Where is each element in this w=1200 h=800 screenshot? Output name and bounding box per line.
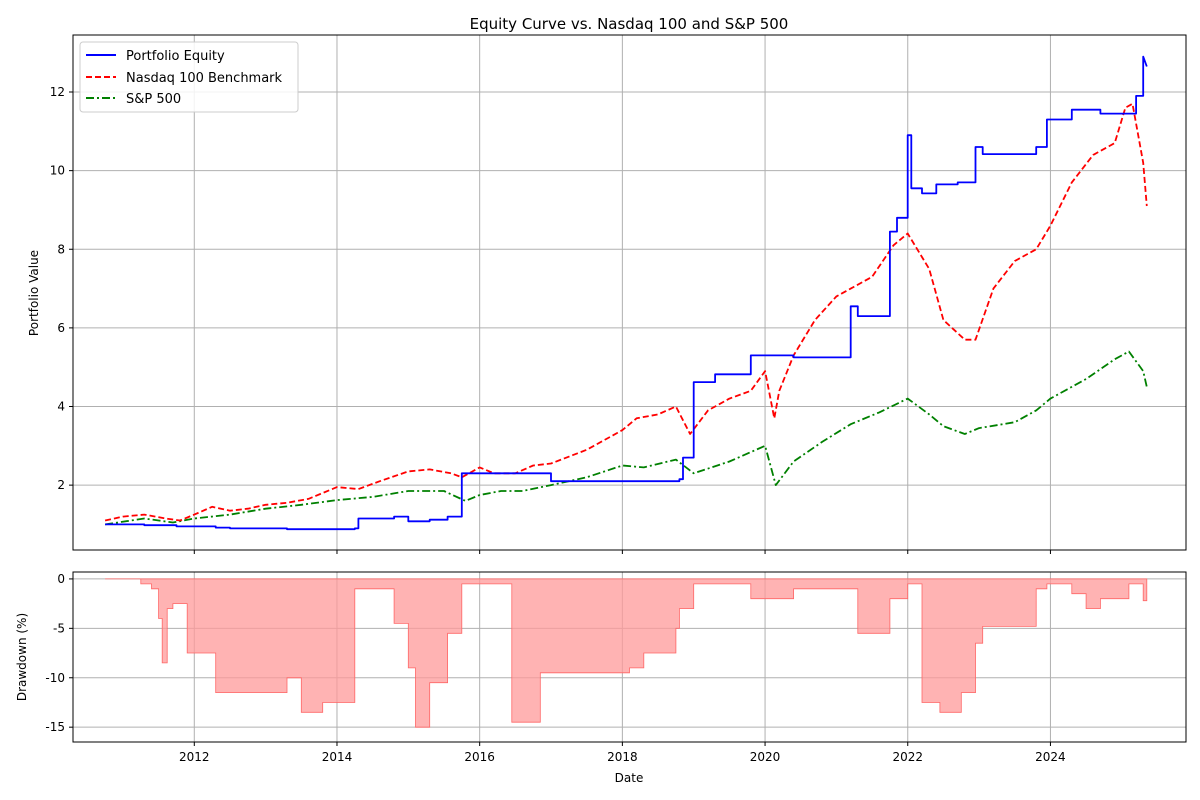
top-y-tick-label: 10 xyxy=(50,164,65,178)
legend-frame xyxy=(79,41,299,113)
bottom-y-ticks: 0 -5 -10 -15 xyxy=(45,572,73,734)
top-y-tick-label: 12 xyxy=(50,85,65,99)
top-plot-frame xyxy=(72,34,1187,551)
bottom-y-axis-label: Drawdown (%) xyxy=(15,613,29,701)
top-y-axis-label: Portfolio Value xyxy=(27,250,41,336)
legend-label-nasdaq: Nasdaq 100 Benchmark xyxy=(126,71,283,86)
top-y-tick-label: 8 xyxy=(57,242,65,256)
series-line-s-p-500 xyxy=(104,350,1148,526)
legend-label-portfolio: Portfolio Equity xyxy=(126,49,225,64)
top-y-ticks: 2 4 6 8 10 12 xyxy=(50,85,73,492)
drawdown-series xyxy=(105,578,1148,728)
legend-label-sp500: S&P 500 xyxy=(126,92,181,107)
bottom-x-ticks: 2012 2014 2016 2018 2020 2022 2024 xyxy=(179,742,1066,764)
top-grid xyxy=(73,35,1186,550)
x-axis-label: Date xyxy=(615,771,644,785)
top-y-tick-label: 2 xyxy=(57,478,65,492)
x-tick-label: 2020 xyxy=(750,750,781,764)
x-tick-label: 2016 xyxy=(464,750,495,764)
bottom-y-tick-label: -10 xyxy=(45,671,65,685)
x-tick-label: 2022 xyxy=(892,750,923,764)
top-series xyxy=(104,55,1148,531)
series-line-nasdaq-100-benchmark xyxy=(104,102,1148,522)
bottom-plot-frame xyxy=(72,571,1187,743)
x-tick-label: 2024 xyxy=(1035,750,1066,764)
x-tick-label: 2014 xyxy=(322,750,353,764)
series-line-portfolio-equity xyxy=(105,55,1148,531)
top-x-ticks xyxy=(193,550,1051,554)
bottom-y-tick-label: 0 xyxy=(57,572,65,586)
drawdown-area xyxy=(105,578,1148,728)
bottom-y-tick-label: -5 xyxy=(53,621,65,635)
x-tick-label: 2012 xyxy=(179,750,210,764)
x-tick-label: 2018 xyxy=(607,750,638,764)
top-y-tick-label: 6 xyxy=(57,321,65,335)
bottom-y-tick-label: -15 xyxy=(45,720,65,734)
legend: Portfolio Equity Nasdaq 100 Benchmark S&… xyxy=(79,41,299,113)
top-y-tick-label: 4 xyxy=(57,400,65,414)
chart-title: Equity Curve vs. Nasdaq 100 and S&P 500 xyxy=(470,15,789,33)
